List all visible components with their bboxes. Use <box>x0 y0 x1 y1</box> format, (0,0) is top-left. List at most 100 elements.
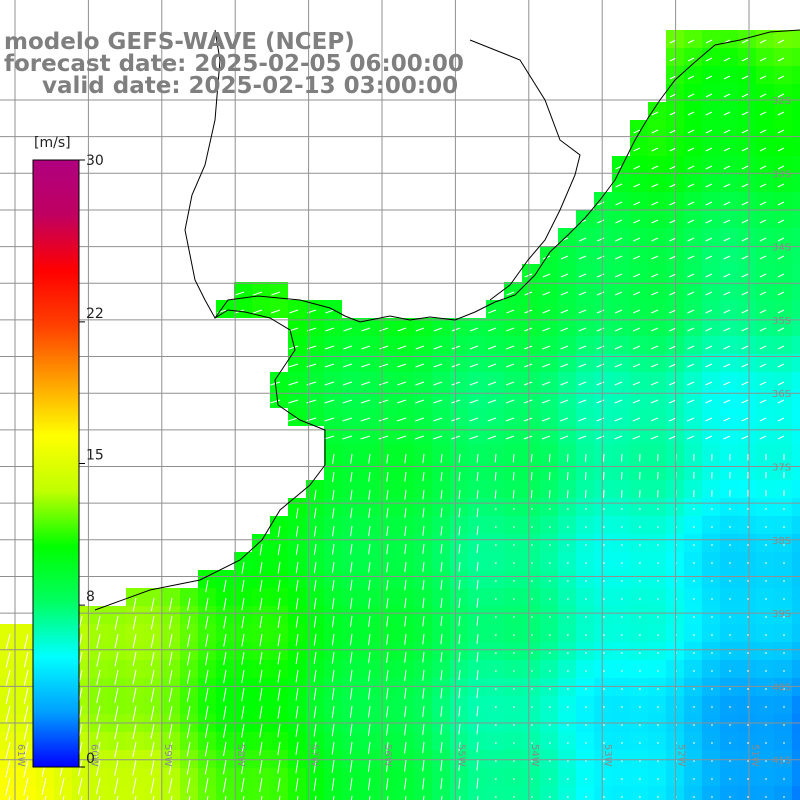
speed-cell <box>684 66 702 84</box>
wind-arrow <box>332 795 335 800</box>
wind-arrow <box>422 741 425 754</box>
wind-arrow <box>5 651 11 668</box>
wind-arrow <box>723 399 731 404</box>
wind-arrow <box>295 561 299 574</box>
wind-arrow <box>524 309 533 314</box>
wind-arrow <box>367 759 371 773</box>
wind-arrow <box>241 615 245 629</box>
speed-cell <box>576 426 594 444</box>
wind-arrow <box>367 741 371 755</box>
speed-cell <box>666 606 684 624</box>
wind-arrow <box>777 57 785 62</box>
speed-cell <box>522 678 540 696</box>
speed-cell <box>468 480 486 498</box>
wind-arrow <box>614 273 623 278</box>
speed-cell <box>396 570 414 588</box>
speed-cell <box>756 156 774 174</box>
speed-cell <box>648 786 666 800</box>
speed-cell <box>18 696 36 714</box>
speed-cell <box>630 246 648 264</box>
wind-arrow <box>360 417 371 422</box>
wind-arrow <box>741 165 749 170</box>
wind-arrow <box>615 201 623 206</box>
speed-cell <box>522 462 540 480</box>
speed-cell <box>378 426 396 444</box>
speed-cell <box>684 750 702 768</box>
speed-cell <box>540 390 558 408</box>
speed-cell <box>774 30 792 48</box>
wind-arrow <box>759 201 767 206</box>
speed-cell <box>774 138 792 156</box>
speed-cell <box>522 498 540 516</box>
speed-cell <box>270 570 288 588</box>
speed-cell <box>684 444 702 462</box>
wind-arrow <box>223 615 227 629</box>
speed-cell <box>288 336 306 354</box>
speed-cell <box>774 354 792 372</box>
wind-arrow <box>458 471 461 481</box>
speed-cell <box>432 498 450 516</box>
wind-arrow <box>44 795 47 800</box>
speed-cell <box>360 498 378 516</box>
speed-cell <box>360 534 378 552</box>
speed-cell <box>126 786 144 800</box>
speed-cell <box>774 102 792 120</box>
wind-arrow <box>705 39 713 44</box>
speed-cell <box>486 498 504 516</box>
speed-cell <box>414 390 432 408</box>
wind-arrow <box>440 507 443 518</box>
wind-arrow <box>741 327 749 332</box>
speed-cell <box>666 534 684 552</box>
wind-arrow <box>277 615 281 629</box>
speed-cell <box>270 372 288 390</box>
speed-cell <box>558 426 576 444</box>
speed-cell <box>630 138 648 156</box>
wind-arrow <box>422 759 425 772</box>
speed-cell <box>684 282 702 300</box>
speed-cell <box>792 354 800 372</box>
speed-cell <box>648 498 666 516</box>
speed-cell <box>576 552 594 570</box>
wind-arrow <box>295 741 299 756</box>
wind-arrow <box>288 417 299 422</box>
speed-cell <box>792 480 800 498</box>
wind-arrow <box>331 651 335 664</box>
wind-arrow <box>651 309 659 314</box>
wind-arrow <box>132 651 137 667</box>
wind-arrow <box>422 687 425 699</box>
wind-arrow <box>741 273 749 278</box>
speed-cell <box>414 354 432 372</box>
wind-arrow <box>578 237 587 242</box>
wind-arrow <box>651 147 659 152</box>
speed-cell <box>738 246 756 264</box>
speed-cell <box>198 678 216 696</box>
speed-cell <box>774 696 792 714</box>
wind-arrow <box>349 651 353 664</box>
speed-cell <box>756 48 774 66</box>
wind-arrow <box>451 345 461 350</box>
speed-cell <box>612 768 630 786</box>
wind-arrow <box>512 453 515 463</box>
speed-cell <box>738 768 756 786</box>
wind-arrow <box>114 741 119 758</box>
wind-arrow <box>325 327 335 332</box>
speed-cell <box>792 282 800 300</box>
speed-cell <box>198 660 216 678</box>
wind-arrow <box>342 417 353 422</box>
wind-arrow <box>259 705 263 720</box>
speed-cell <box>720 426 738 444</box>
speed-cell <box>576 390 594 408</box>
wind-arrow <box>422 777 425 790</box>
speed-cell <box>720 516 738 534</box>
speed-cell <box>522 336 540 354</box>
wind-arrow <box>433 363 443 368</box>
speed-cell <box>558 588 576 606</box>
speed-cell <box>576 336 594 354</box>
speed-cell <box>666 552 684 570</box>
speed-cell <box>720 228 738 246</box>
speed-cell <box>540 462 558 480</box>
wind-arrow <box>458 579 461 590</box>
speed-cell <box>594 246 612 264</box>
wind-arrow <box>687 345 695 350</box>
speed-cell <box>612 318 630 336</box>
